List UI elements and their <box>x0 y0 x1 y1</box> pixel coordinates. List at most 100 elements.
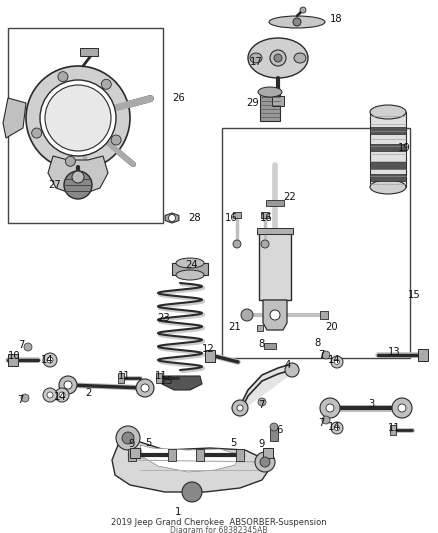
Bar <box>418 349 428 361</box>
Text: 7: 7 <box>318 350 325 360</box>
Ellipse shape <box>250 53 262 63</box>
Circle shape <box>43 353 57 367</box>
Circle shape <box>320 398 340 418</box>
Circle shape <box>398 404 406 412</box>
Text: 6: 6 <box>276 425 283 435</box>
Circle shape <box>293 18 301 26</box>
Text: 5: 5 <box>230 438 237 448</box>
Circle shape <box>255 452 275 472</box>
Circle shape <box>182 482 202 502</box>
Bar <box>270 427 278 441</box>
Ellipse shape <box>370 180 406 194</box>
Bar <box>259 230 291 300</box>
Circle shape <box>58 71 68 82</box>
Circle shape <box>258 398 266 406</box>
Circle shape <box>300 7 306 13</box>
Circle shape <box>122 432 134 444</box>
Text: 19: 19 <box>398 143 411 153</box>
Circle shape <box>24 343 32 351</box>
Bar <box>322 352 328 358</box>
Text: 13: 13 <box>388 347 401 357</box>
Text: 17: 17 <box>250 57 263 67</box>
Bar <box>130 448 140 458</box>
Polygon shape <box>240 365 292 406</box>
Polygon shape <box>48 156 108 193</box>
Bar <box>260 93 280 121</box>
Circle shape <box>260 457 270 467</box>
Bar <box>168 449 176 461</box>
Text: 14: 14 <box>328 422 341 432</box>
Text: 14: 14 <box>41 355 53 365</box>
Bar <box>261 212 269 218</box>
Circle shape <box>136 379 154 397</box>
Circle shape <box>331 356 343 368</box>
Text: 2: 2 <box>85 388 92 398</box>
Text: 27: 27 <box>48 180 61 190</box>
Bar <box>257 228 293 234</box>
Circle shape <box>32 128 42 138</box>
Circle shape <box>285 363 299 377</box>
Bar <box>370 162 406 169</box>
Text: 7: 7 <box>318 418 325 428</box>
Circle shape <box>322 351 330 359</box>
Circle shape <box>40 80 116 156</box>
Bar <box>8 28 163 223</box>
Text: 11: 11 <box>155 371 168 381</box>
Circle shape <box>101 79 111 90</box>
Circle shape <box>45 85 111 151</box>
Ellipse shape <box>258 87 282 97</box>
Bar <box>264 343 276 349</box>
Text: 16: 16 <box>225 213 238 223</box>
Polygon shape <box>240 371 292 412</box>
Circle shape <box>270 423 278 431</box>
Polygon shape <box>263 300 287 330</box>
Circle shape <box>55 388 69 402</box>
Circle shape <box>72 171 84 183</box>
Circle shape <box>116 426 140 450</box>
Circle shape <box>322 416 330 424</box>
Text: 7: 7 <box>18 340 25 350</box>
Text: 22: 22 <box>283 192 296 202</box>
Text: 11: 11 <box>118 371 131 381</box>
Circle shape <box>274 54 282 62</box>
Text: 12: 12 <box>202 344 215 354</box>
Circle shape <box>233 240 241 248</box>
Text: 11: 11 <box>388 423 401 433</box>
Bar <box>118 373 124 383</box>
Bar <box>205 350 215 362</box>
Polygon shape <box>165 213 179 223</box>
Text: 21: 21 <box>228 322 241 332</box>
Circle shape <box>270 50 286 66</box>
Bar <box>156 373 162 383</box>
Circle shape <box>141 384 149 392</box>
Bar <box>80 48 98 56</box>
Text: 24: 24 <box>185 260 198 270</box>
Text: 8: 8 <box>314 338 320 348</box>
Circle shape <box>26 66 130 170</box>
Bar <box>196 449 204 461</box>
Text: 7: 7 <box>258 400 265 410</box>
Text: 16: 16 <box>260 213 273 223</box>
Text: 28: 28 <box>188 213 201 223</box>
Bar <box>128 449 136 461</box>
Circle shape <box>331 422 343 434</box>
Bar <box>320 311 328 319</box>
Bar <box>370 112 406 187</box>
Circle shape <box>335 425 339 431</box>
Circle shape <box>335 359 339 365</box>
Text: 7: 7 <box>17 395 23 405</box>
Bar <box>222 128 410 358</box>
Text: 9: 9 <box>258 439 265 449</box>
Text: 29: 29 <box>246 98 259 108</box>
Circle shape <box>241 309 253 321</box>
Bar <box>172 263 208 275</box>
Circle shape <box>21 394 29 402</box>
Circle shape <box>169 214 176 222</box>
Circle shape <box>270 310 280 320</box>
Circle shape <box>392 398 412 418</box>
Ellipse shape <box>370 105 406 119</box>
Text: 5: 5 <box>145 438 152 448</box>
Circle shape <box>47 392 53 398</box>
Circle shape <box>64 381 72 389</box>
Text: 14: 14 <box>54 392 67 402</box>
